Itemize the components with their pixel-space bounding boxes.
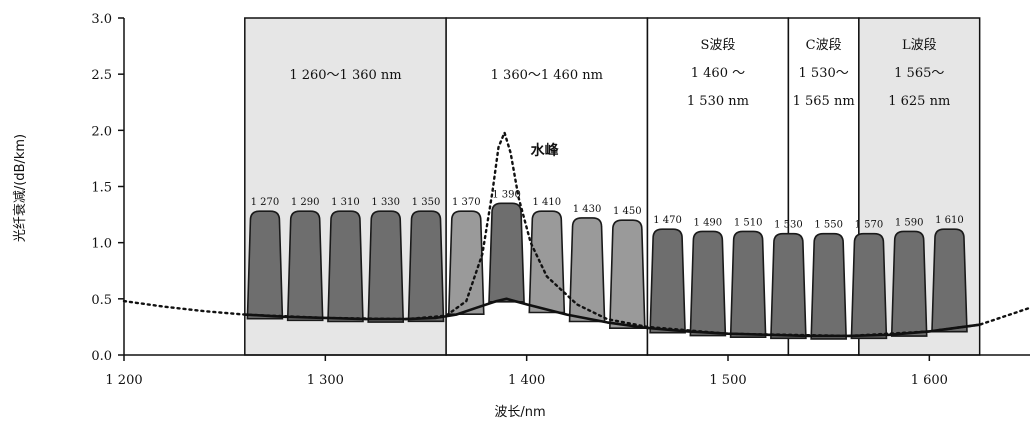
channel-label-1590: 1 590 (895, 217, 924, 228)
y-tick-label: 0.5 (91, 293, 112, 308)
y-tick-label: 1.5 (91, 181, 112, 196)
y-tick-label: 2.0 (91, 124, 112, 139)
channel-label-1530: 1 530 (774, 220, 803, 231)
channel-label-1430: 1 430 (573, 204, 602, 215)
band-label-5-3: 1 625 nm (888, 94, 950, 109)
y-tick-label: 0.0 (91, 349, 112, 364)
x-tick-label: 1 500 (709, 373, 746, 388)
band-label-3-1: S波段 (700, 38, 735, 53)
channel-1290 (288, 211, 323, 320)
band-label-3-2: 1 460 ～ (691, 66, 745, 81)
channel-label-1310: 1 310 (331, 197, 360, 208)
band-label-2-1: 1 360～1 460 nm (491, 68, 603, 83)
y-tick-label: 3.0 (91, 12, 112, 27)
channel-1270 (247, 211, 282, 318)
channel-label-1570: 1 570 (855, 220, 884, 231)
channel-label-1410: 1 410 (532, 197, 561, 208)
channel-1590 (892, 231, 927, 336)
y-tick-label: 2.5 (91, 68, 112, 83)
channel-label-1350: 1 350 (412, 197, 441, 208)
channel-1470 (650, 229, 685, 333)
band-label-3-3: 1 530 nm (687, 94, 749, 109)
channel-label-1550: 1 550 (814, 220, 843, 231)
band-label-1-1: 1 260～1 360 nm (289, 68, 401, 83)
channel-label-1510: 1 510 (734, 217, 763, 228)
channel-1390 (489, 203, 524, 301)
channel-label-1330: 1 330 (371, 197, 400, 208)
channel-label-1610: 1 610 (935, 215, 964, 226)
x-axis-title: 波长/nm (494, 405, 545, 420)
channel-1490 (690, 231, 725, 335)
channel-1610 (932, 229, 967, 332)
channel-1410 (529, 211, 564, 312)
band-label-4-3: 1 565 nm (793, 94, 855, 109)
y-axis-title: 光纤衰减/(dB/km) (12, 134, 28, 242)
channel-1310 (328, 211, 363, 321)
x-tick-label: 1 300 (307, 373, 344, 388)
channel-1330 (368, 211, 403, 322)
channel-1530 (771, 234, 806, 339)
channel-label-1490: 1 490 (694, 217, 723, 228)
band-label-4-1: C波段 (806, 38, 842, 53)
band-label-5-2: 1 565～ (894, 66, 944, 81)
channel-label-1370: 1 370 (452, 197, 481, 208)
channel-1570 (851, 234, 886, 339)
band-label-4-2: 1 530～ (799, 66, 849, 81)
channel-1430 (570, 218, 605, 322)
y-tick-label: 1.0 (91, 237, 112, 252)
channel-label-1290: 1 290 (291, 197, 320, 208)
channel-1450 (610, 220, 645, 328)
water-peak-label: 水峰 (531, 142, 560, 159)
x-tick-label: 1 200 (105, 373, 142, 388)
channel-label-1470: 1 470 (653, 215, 682, 226)
channel-1350 (408, 211, 443, 321)
x-tick-label: 1 600 (911, 373, 948, 388)
channel-label-1450: 1 450 (613, 206, 642, 217)
x-tick-label: 1 400 (508, 373, 545, 388)
channel-1510 (731, 231, 766, 337)
channel-label-1270: 1 270 (251, 197, 280, 208)
channel-1550 (811, 234, 846, 339)
band-label-5-1: L波段 (902, 38, 937, 53)
